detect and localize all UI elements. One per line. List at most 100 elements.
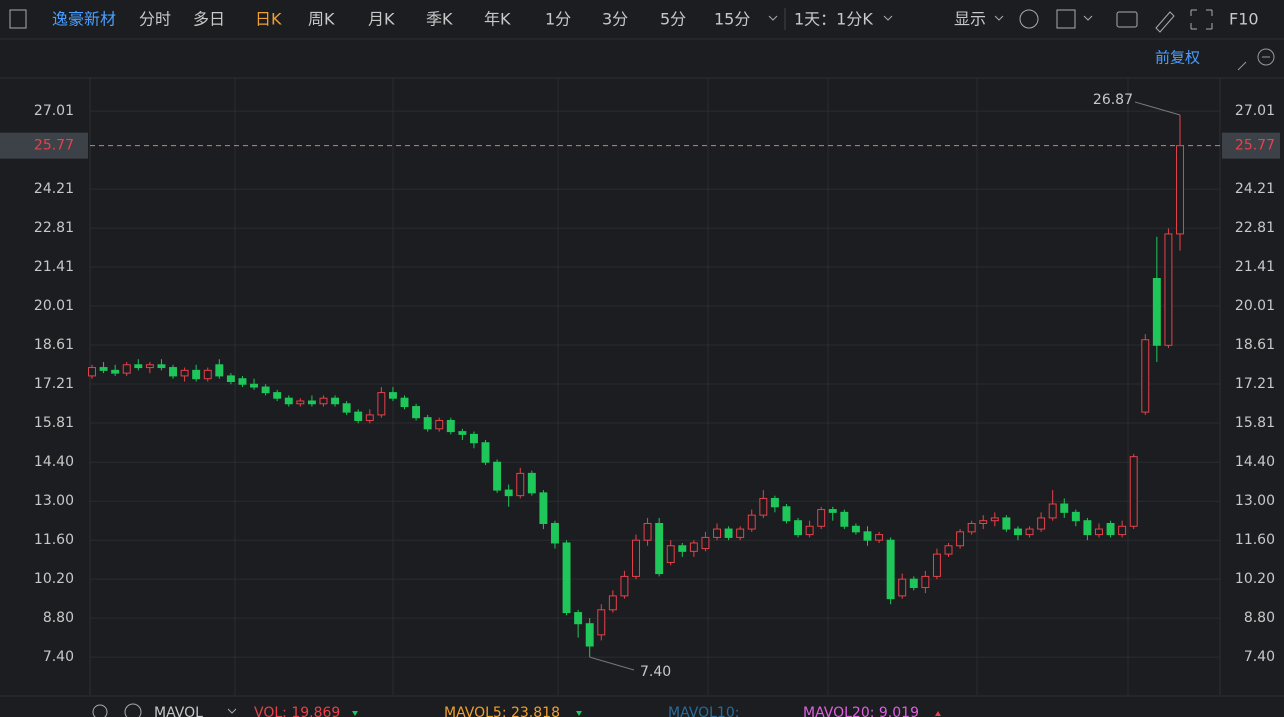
candle-body [435,419,444,430]
y-tick-label: 20.01 [34,298,74,314]
high-pointer [1134,101,1181,116]
camera-icon[interactable] [1116,11,1138,28]
candle-body [169,367,177,377]
candle-body [1176,145,1184,235]
settings-icon[interactable] [1019,9,1039,29]
candle-body [88,367,96,377]
candle-body [527,472,536,494]
candle-body [655,522,664,575]
tab[interactable]: 多日 [193,10,225,29]
low-label: 7.40 [640,664,671,680]
candle-body [446,419,455,433]
candle-body [365,414,374,421]
current-price-box [1222,132,1280,159]
minus-icon[interactable] [1257,48,1275,66]
y-tick-label: 17.21 [34,376,74,392]
candle-body [134,364,143,369]
indicator-name[interactable]: MAVOL [154,705,203,717]
stock-name[interactable]: 逸豪新材 [52,10,116,29]
low-pointer [589,656,635,671]
expand-icon[interactable] [1190,9,1213,30]
candle-body [863,531,872,541]
candle-body [608,595,617,611]
tab[interactable]: 分时 [139,10,171,29]
y-tick-label-right: 22.81 [1235,220,1275,236]
candle-body [562,542,571,614]
tab[interactable]: 3分 [602,10,628,29]
candle-body [122,364,131,374]
box-icon[interactable] [1056,9,1076,29]
candle-body [990,517,999,522]
candle-body [458,431,467,435]
down-arrow [576,711,582,716]
candle-body [412,406,421,419]
current-price-box [0,132,88,159]
period[interactable]: 1天：1分K [794,10,873,29]
candle-body [226,375,235,382]
display[interactable]: 显示 [954,10,986,29]
y-tick-label-right: 10.20 [1235,571,1275,587]
y-tick-label-right: 21.41 [1235,259,1275,275]
candle-body [1083,520,1092,536]
candle-body [1118,525,1127,536]
candle-body [481,442,490,463]
f10[interactable]: F10 [1229,10,1259,29]
candle-body [759,497,768,516]
sidebar-icon[interactable] [9,9,27,29]
settings-icon[interactable] [92,704,108,717]
tab[interactable]: 年K [484,10,511,29]
candle-body [469,433,478,444]
candle-body [493,461,502,491]
candle-body [111,369,120,374]
tab[interactable]: 月K [368,10,395,29]
close-icon[interactable] [124,703,142,717]
candle-body [828,509,837,513]
tab[interactable]: 15分 [714,10,750,29]
candle-body [157,364,166,369]
chevron [1083,15,1093,21]
y-tick-label: 14.40 [34,454,74,470]
y-tick-label-right: 8.80 [1244,610,1275,626]
candle-body [678,545,687,552]
candle-body [342,403,351,413]
candle-body [423,417,432,430]
y-tick-label: 8.80 [43,610,74,626]
candle-body [377,392,386,416]
candle-body [273,392,282,399]
candle-body [805,525,814,536]
candle-body [331,397,340,405]
indicator-value: MAVOL10: [668,705,739,717]
current-price-label: 25.77 [1235,138,1275,154]
candle-body [724,528,733,538]
y-tick-label: 24.21 [34,181,74,197]
tab[interactable]: 5分 [660,10,686,29]
y-tick-label: 21.41 [34,259,74,275]
candle-body [979,520,988,524]
adjust[interactable]: 前复权 [1155,49,1200,67]
candle-body [643,522,652,541]
candle-body [1013,528,1022,536]
y-tick-label-right: 18.61 [1235,337,1275,353]
indicator-value: MAVOL20: 9.019 [803,705,919,717]
undo-icon[interactable] [1237,61,1247,71]
tab[interactable]: 1分 [545,10,571,29]
tab[interactable]: 周K [308,10,335,29]
candle-body [1025,528,1034,536]
candle-body [1129,456,1138,527]
candle-body [666,545,675,563]
pen-icon[interactable] [1155,11,1175,33]
tab[interactable]: 日K [255,10,282,29]
candle-body [504,489,513,497]
candle-body [1106,522,1115,536]
y-tick-label-right: 14.40 [1235,454,1275,470]
candle-body [1071,511,1080,522]
y-tick-label-right: 11.60 [1235,532,1275,548]
candle-body [215,364,224,377]
candle-body [354,411,363,421]
candle-body [145,364,154,369]
chevron [994,15,1004,21]
y-tick-label-right: 24.21 [1235,181,1275,197]
y-tick-label: 13.00 [34,493,74,509]
tab[interactable]: 季K [426,10,453,29]
y-tick-label: 22.81 [34,220,74,236]
